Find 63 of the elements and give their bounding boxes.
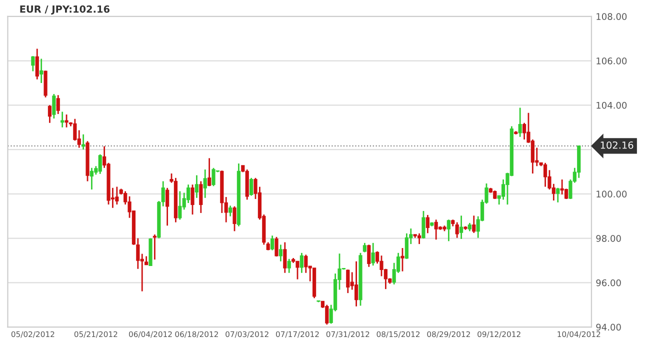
candlestick — [380, 254, 384, 277]
candlestick — [426, 214, 430, 234]
candlestick — [556, 187, 560, 204]
candlestick — [278, 244, 283, 262]
candlestick — [371, 242, 375, 266]
candlestick — [434, 218, 438, 240]
ref-line-label: 102.16 — [600, 141, 634, 149]
candlestick — [98, 154, 102, 175]
candlestick — [422, 210, 426, 240]
candlestick — [518, 107, 522, 138]
candlestick — [455, 222, 459, 239]
candlestick — [56, 94, 60, 115]
candlestick — [354, 260, 358, 308]
candlestick — [404, 232, 408, 260]
chart-title: EUR / JPY:102.16 — [20, 5, 110, 15]
candlestick — [400, 247, 404, 272]
candlestick — [82, 134, 86, 150]
y-tick-label: 104.00 — [596, 102, 627, 109]
candlestick — [543, 162, 548, 188]
candlestick — [35, 48, 39, 80]
candlestick — [152, 234, 157, 260]
candlestick — [203, 168, 207, 199]
candlestick — [296, 260, 300, 280]
y-tick-label: 106.00 — [596, 58, 627, 64]
candlestick — [40, 58, 44, 84]
candlestick — [274, 236, 278, 258]
candlestick — [73, 118, 77, 142]
candlestick — [190, 184, 194, 216]
candlestick — [166, 187, 170, 226]
candlestick — [232, 206, 236, 232]
y-tick-label: 94.00 — [596, 324, 621, 331]
candlestick — [270, 234, 274, 251]
y-tick-label: 96.00 — [596, 279, 621, 286]
candlestick — [64, 114, 68, 128]
candlestick — [459, 214, 464, 240]
candlestick — [212, 167, 216, 187]
candlestick — [161, 180, 165, 208]
candlestick — [52, 93, 56, 120]
candlestick — [115, 186, 119, 206]
candlestick — [208, 157, 212, 187]
candlestick — [560, 178, 564, 196]
candlestick — [367, 244, 371, 268]
candlestick — [194, 174, 199, 199]
candlestick — [48, 104, 52, 124]
candlestick — [300, 252, 304, 274]
y-tick-label: 98.00 — [596, 234, 621, 242]
candlestick — [199, 180, 203, 214]
candlestick — [472, 214, 476, 234]
candlestick — [178, 190, 182, 220]
candlestick — [346, 268, 350, 294]
candlestick — [31, 55, 35, 72]
candlestick — [325, 304, 329, 326]
candlestick — [304, 254, 308, 274]
candlestick — [250, 177, 254, 196]
y-tick-label: 108.00 — [596, 13, 627, 20]
candlestick — [283, 242, 287, 274]
candlestick — [228, 204, 232, 217]
candlestick — [446, 218, 450, 242]
candlestick — [417, 232, 422, 245]
candlestick — [522, 122, 526, 140]
candlestick — [90, 167, 94, 190]
y-tick-label: 100.00 — [596, 190, 627, 198]
candlestick — [287, 258, 291, 274]
